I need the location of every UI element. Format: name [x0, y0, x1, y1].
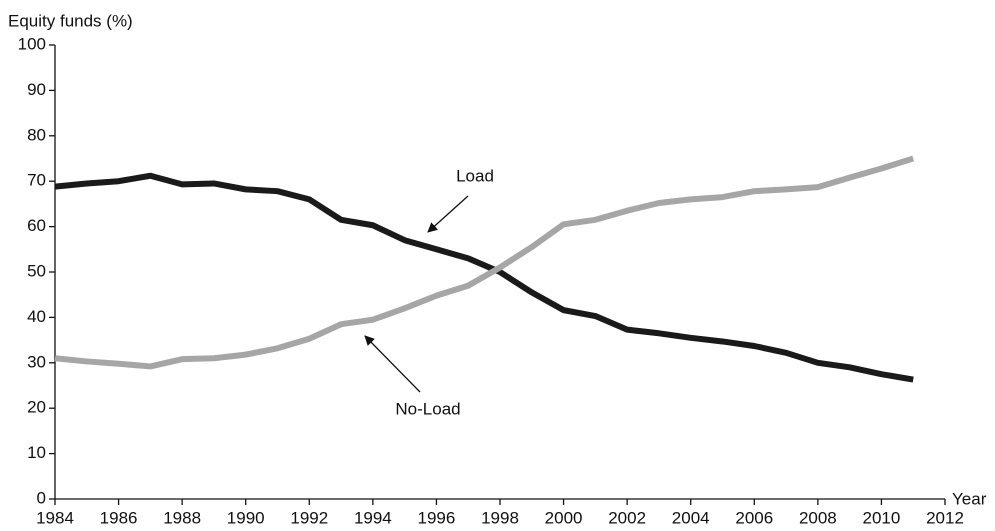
y-tick-label: 80	[27, 125, 46, 144]
annotation-arrow	[364, 335, 421, 393]
series-line	[54, 155, 915, 370]
series-line	[54, 172, 914, 383]
x-tick-label: 1984	[36, 508, 74, 527]
y-tick-label: 20	[27, 398, 46, 417]
y-tick-label: 70	[27, 171, 46, 190]
x-tick-label: 1998	[481, 508, 519, 527]
x-tick-label: 1986	[100, 508, 138, 527]
y-tick-label: 60	[27, 216, 46, 235]
series-annotation: No-Load	[395, 399, 460, 418]
y-tick-label: 50	[27, 261, 46, 280]
x-tick-label: 2006	[735, 508, 773, 527]
x-tick-label: 1992	[290, 508, 328, 527]
y-tick-label: 10	[27, 443, 46, 462]
x-tick-label: 2002	[608, 508, 646, 527]
x-tick-label: 2008	[799, 508, 837, 527]
x-tick-label: 1990	[227, 508, 265, 527]
y-tick-label: 30	[27, 352, 46, 371]
x-tick-label: 1988	[163, 508, 201, 527]
x-axis-label: Year	[952, 489, 987, 508]
x-tick-label: 1996	[418, 508, 456, 527]
y-tick-label: 0	[37, 488, 46, 507]
y-tick-label: 100	[18, 34, 46, 53]
y-tick-label: 40	[27, 307, 46, 326]
series-annotation: Load	[456, 166, 494, 185]
x-tick-label: 2012	[926, 508, 964, 527]
x-tick-label: 2004	[672, 508, 710, 527]
annotation-arrow	[427, 195, 469, 233]
y-tick-label: 90	[27, 80, 46, 99]
x-tick-label: 2000	[545, 508, 583, 527]
x-tick-label: 1994	[354, 508, 392, 527]
x-tick-label: 2010	[863, 508, 901, 527]
y-axis-label: Equity funds (%)	[8, 11, 133, 30]
